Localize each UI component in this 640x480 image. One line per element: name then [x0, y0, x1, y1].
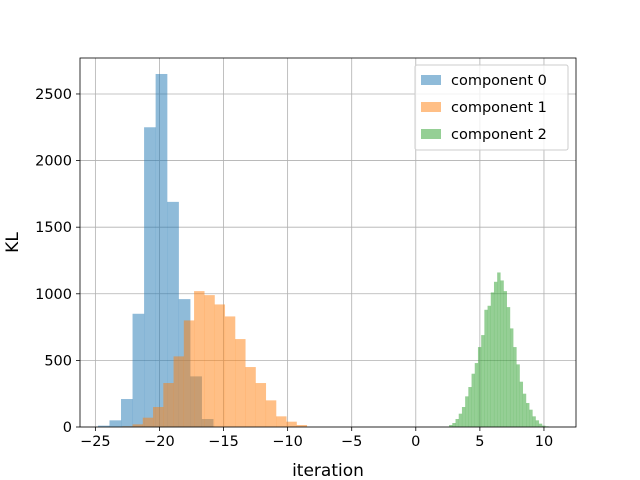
histogram-bar: [490, 292, 495, 427]
histogram-bar: [97, 425, 110, 427]
x-tick-label: −5: [341, 434, 362, 450]
histogram-bar: [465, 396, 469, 427]
histogram-bar: [497, 272, 501, 427]
histogram-bar: [535, 420, 540, 427]
histogram-bar: [452, 423, 456, 427]
y-tick-label: 2000: [35, 154, 72, 170]
y-tick-label: 1500: [35, 220, 72, 236]
legend-box: [414, 64, 569, 151]
x-tick-label: 0: [411, 434, 420, 450]
histogram-bar: [526, 403, 530, 427]
series-2: [449, 272, 549, 427]
histogram-bar: [461, 407, 466, 427]
legend-swatch: [421, 102, 441, 112]
histogram-bar: [153, 407, 164, 427]
x-tick-label: −20: [144, 434, 175, 450]
plot-frame: [79, 57, 577, 428]
histogram-bar: [255, 383, 267, 427]
histogram-bar: [449, 425, 453, 427]
y-tick-label: 500: [44, 353, 72, 369]
histogram-bar: [204, 295, 215, 427]
histogram-bar: [513, 347, 517, 427]
histogram-bar: [183, 320, 195, 427]
y-tick-label: 2500: [35, 87, 72, 103]
legend: component 0 component 1 component 2: [414, 64, 569, 151]
histogram-bar: [142, 417, 154, 427]
histogram-bar: [493, 281, 498, 427]
histogram-bar: [519, 381, 524, 427]
histogram-bar: [276, 416, 287, 427]
histogram-bar: [194, 291, 205, 427]
legend-label: component 2: [451, 127, 547, 143]
histogram-bar: [132, 424, 144, 427]
legend-label: component 0: [451, 73, 547, 89]
histogram-bar: [286, 421, 297, 427]
histogram-bar: [487, 305, 491, 427]
histogram-bar: [214, 304, 226, 427]
histogram-bar: [245, 367, 256, 427]
histogram-bar: [296, 425, 308, 427]
histogram-bar: [509, 328, 514, 427]
y-tick-label: 0: [63, 420, 72, 436]
y-tick-label: 1000: [35, 287, 72, 303]
histogram-bar: [455, 419, 459, 427]
legend-swatch: [421, 75, 441, 85]
x-axis-label: iteration: [292, 461, 364, 480]
histogram-bar: [121, 399, 133, 427]
histogram-bar: [155, 73, 168, 427]
histogram-bar: [458, 413, 463, 427]
histogram-bar: [506, 307, 511, 427]
x-tick-label: 5: [475, 434, 484, 450]
histogram-bar: [173, 356, 185, 427]
legend-label: component 1: [451, 100, 547, 116]
histogram-bar: [542, 425, 546, 427]
histogram-bar: [500, 280, 504, 427]
histogram-bar: [503, 291, 507, 427]
series-1: [122, 291, 308, 427]
legend-swatch: [421, 129, 441, 139]
histogram-bar: [481, 335, 485, 427]
histogram-bar: [167, 201, 179, 427]
x-tick-label: 10: [535, 434, 553, 450]
histogram-bar: [522, 393, 527, 427]
histogram-bar: [224, 316, 236, 427]
ticks: −25 −20 −15 −10 −5 0 5 10 0 500 1000 1500 2000 2500: [35, 87, 553, 450]
x-tick-label: −25: [80, 434, 111, 450]
histogram-bar: [532, 416, 536, 427]
histogram-bar: [265, 400, 277, 427]
histogram-bar: [235, 339, 246, 427]
histogram-bar: [468, 387, 472, 427]
histogram-bar: [474, 363, 479, 427]
x-tick-label: −15: [208, 434, 239, 450]
histogram-bar: [516, 364, 520, 427]
histogram-bar: [477, 347, 482, 427]
histogram-bar: [163, 383, 174, 427]
histogram-bar: [132, 313, 145, 427]
x-tick-label: −10: [272, 434, 303, 450]
histogram-bar: [471, 373, 475, 427]
y-axis-label: KL: [3, 232, 23, 253]
histogram-bar: [538, 423, 543, 427]
histogram-bar: [109, 420, 122, 427]
histogram-bar: [484, 309, 488, 427]
bars: [97, 73, 549, 428]
histogram-bar: [144, 127, 156, 428]
histogram-bar: [529, 409, 533, 427]
